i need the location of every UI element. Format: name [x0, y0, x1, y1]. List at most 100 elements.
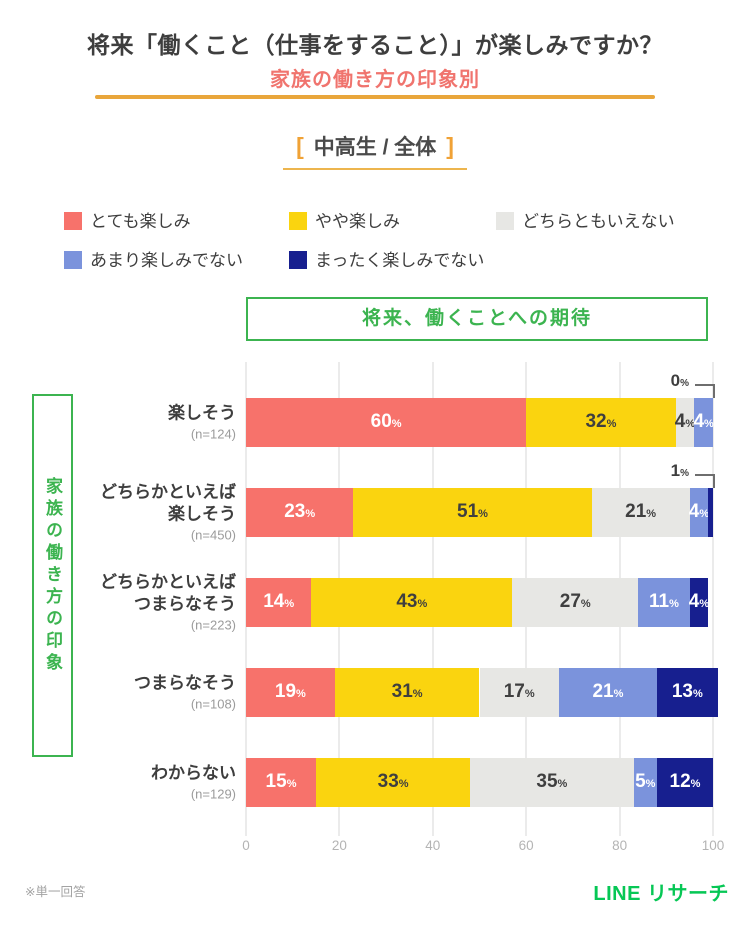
value-number: 19	[274, 681, 297, 702]
legend-item: まったく楽しみでない	[289, 246, 484, 270]
legend-item: あまり楽しみでない	[64, 246, 243, 270]
bar-segment	[334, 668, 480, 717]
chart-header: 将来、働くことへの期待	[246, 297, 708, 341]
value-number: 14	[263, 591, 285, 612]
percent-sign: %	[296, 688, 306, 700]
close-bracket: ]	[446, 133, 454, 159]
bar-segment	[246, 398, 527, 447]
bar-segment	[591, 488, 690, 537]
sample-size-label: (n=124)	[190, 426, 236, 441]
sample-size-label: (n=223)	[190, 617, 236, 632]
value-number: 17	[503, 681, 525, 702]
category-label: つまらなそう	[134, 594, 236, 613]
bar-value-label: 23%	[284, 501, 315, 523]
audience-underline	[283, 168, 467, 170]
legend-label: まったく楽しみでない	[315, 251, 485, 270]
bar-segment	[675, 398, 695, 447]
bar-segment	[689, 488, 709, 537]
value-number: 35	[536, 771, 558, 792]
value-number: 60	[370, 411, 392, 432]
callout-leader	[695, 474, 715, 488]
percent-sign: %	[680, 468, 689, 479]
bar-value-label: 19%	[275, 681, 306, 703]
legend-item: どちらともいえない	[496, 207, 675, 231]
percent-sign: %	[478, 508, 488, 520]
title-divider	[95, 95, 655, 99]
bar-value-label: 4%	[675, 411, 695, 433]
value-number: 51	[457, 501, 479, 522]
bar-segment	[638, 578, 690, 627]
bar-segment	[694, 398, 713, 447]
bar-segment	[708, 488, 713, 537]
value-number: 4	[674, 411, 686, 432]
bar-row: 60% 32% 4% 4%	[246, 398, 714, 447]
sample-size-label: (n=108)	[190, 696, 236, 711]
percent-sign: %	[704, 418, 714, 430]
gridline	[712, 362, 714, 836]
x-tick-label: 60	[518, 838, 534, 853]
x-tick-label: 100	[701, 838, 725, 853]
bar-segment	[353, 488, 592, 537]
category-label-block: 楽しそう (n=124)	[0, 402, 236, 443]
callout-value-label: 0%	[619, 371, 689, 391]
bar-segment	[246, 488, 354, 537]
legend-swatch	[496, 212, 514, 230]
percent-sign: %	[685, 418, 696, 430]
bar-segment	[246, 578, 312, 627]
percent-sign: %	[412, 688, 423, 700]
legend-swatch	[64, 212, 82, 230]
category-label: どちらかといえば	[100, 482, 236, 501]
percent-sign: %	[557, 778, 568, 790]
percent-sign: %	[699, 598, 710, 610]
percent-sign: %	[398, 778, 409, 790]
bar-segment	[311, 578, 513, 627]
bar-segment	[526, 398, 676, 447]
bar-value-label: 31%	[392, 681, 423, 703]
bar-value-label: 21%	[592, 681, 623, 703]
bar-segment	[558, 668, 657, 717]
value-number: 12	[669, 771, 691, 792]
legend-label: とても楽しみ	[90, 212, 191, 231]
percent-sign: %	[305, 508, 316, 520]
percent-sign: %	[580, 598, 591, 610]
bar-value-label: 4%	[689, 591, 709, 613]
bar-value-label: 4%	[693, 411, 713, 433]
bar-row: 14% 43% 27% 11% 4%	[246, 578, 713, 627]
category-label: 楽しそう	[168, 504, 236, 523]
percent-sign: %	[613, 688, 624, 700]
bar-value-label: 4%	[689, 501, 709, 523]
value-number: 5	[635, 771, 646, 792]
bar-value-label: 60%	[371, 411, 402, 433]
bar-value-label: 12%	[670, 771, 701, 793]
value-number: 23	[284, 501, 306, 522]
bar-value-label: 21%	[625, 501, 656, 523]
page-title: 将来「働くこと（仕事をすること）」が楽しみですか？	[87, 32, 663, 58]
percent-sign: %	[286, 778, 297, 790]
bar-segment	[246, 758, 317, 807]
bar-segment	[633, 758, 657, 807]
percent-sign: %	[417, 598, 428, 610]
open-bracket: [	[296, 133, 304, 159]
category-label: わからない	[151, 763, 236, 782]
category-labels: 楽しそう (n=124) どちらかといえば 楽しそう (n=450) どちらかといえば つま…	[0, 362, 236, 822]
bar-row: 15% 33% 35% 5% 12%	[246, 758, 713, 807]
x-tick-label: 20	[331, 838, 347, 853]
group-axis-label-box: 家族の働き方の印象	[32, 394, 73, 757]
percent-sign: %	[391, 418, 402, 430]
x-tick-label: 80	[612, 838, 628, 853]
bar-segment	[512, 578, 639, 627]
brand-logo: LINE リサーチ	[593, 883, 729, 905]
bar-segment	[689, 578, 709, 627]
bar-segment	[656, 668, 718, 717]
bar-segment	[656, 758, 713, 807]
bar-chart-plot: 0 20 40 60 80 100 60% 32% 4% 4% 0% 23% 51% 21% 4% 1% 14%…	[242, 362, 724, 862]
bar-row: 19% 31% 17% 21% 13%	[246, 668, 718, 717]
value-number: 1	[670, 461, 681, 480]
legend-label: やや楽しみ	[315, 212, 400, 231]
bar-segment	[470, 758, 634, 807]
percent-sign: %	[524, 688, 535, 700]
value-number: 43	[396, 591, 418, 612]
category-label-block: どちらかといえば 楽しそう (n=450)	[0, 481, 236, 544]
percent-sign: %	[692, 688, 703, 700]
callout-value-label: 1%	[619, 461, 689, 481]
